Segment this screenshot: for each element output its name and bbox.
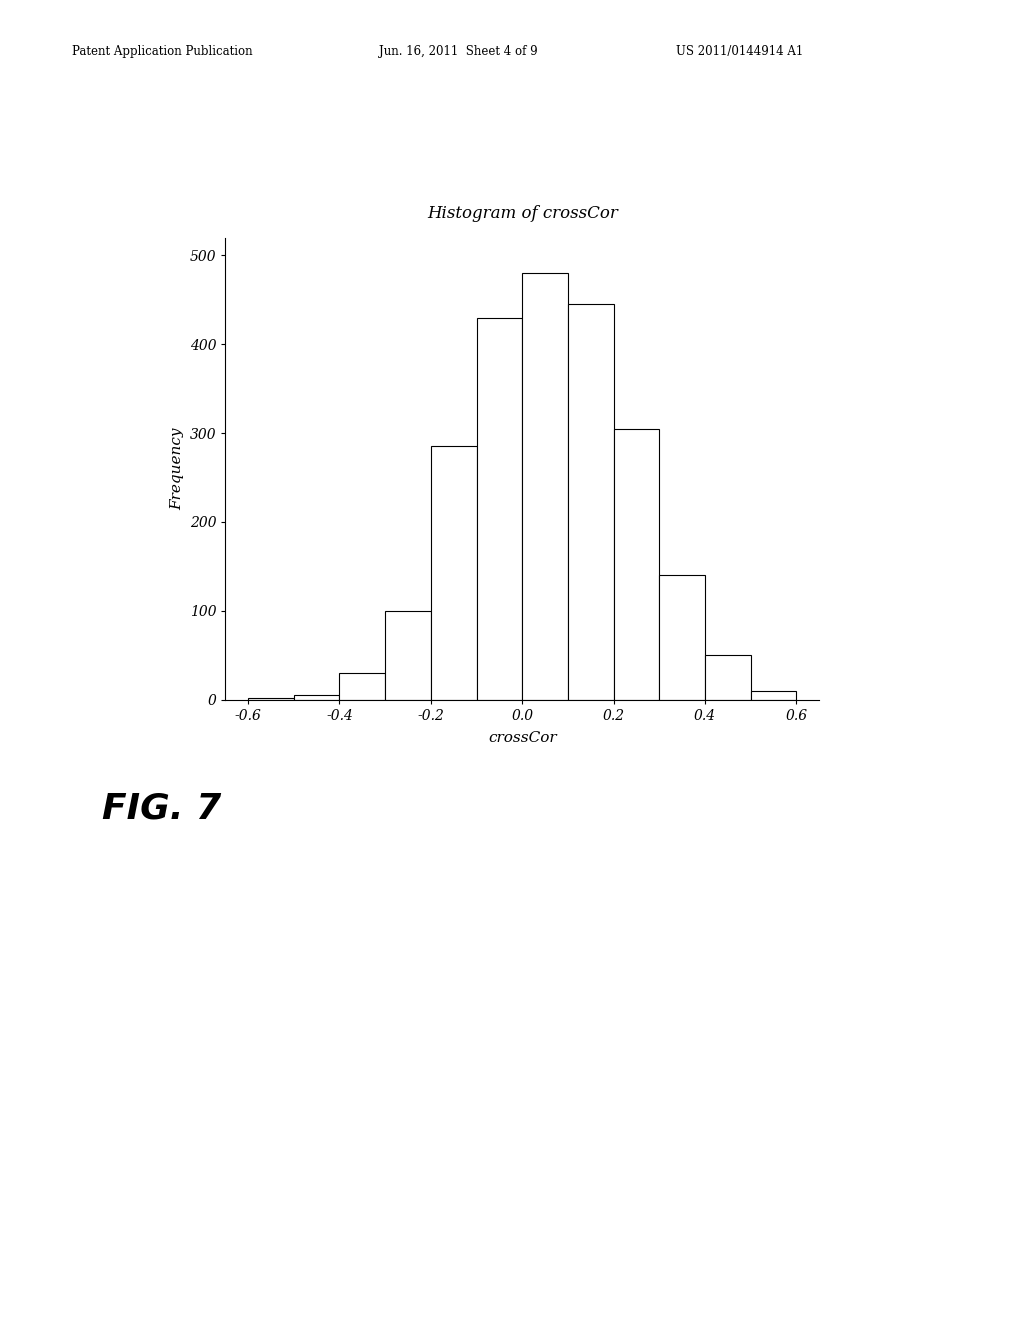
Y-axis label: Frequency: Frequency [170,428,184,510]
X-axis label: crossCor: crossCor [487,731,557,744]
Bar [385,611,431,700]
Bar [522,273,568,700]
Bar [340,673,385,700]
Bar [613,429,659,700]
Text: Jun. 16, 2011  Sheet 4 of 9: Jun. 16, 2011 Sheet 4 of 9 [379,45,538,58]
Title: Histogram of crossCor: Histogram of crossCor [427,205,617,222]
Bar [659,576,705,700]
Text: FIG. 7: FIG. 7 [102,792,221,825]
Bar [476,318,522,700]
Bar [705,655,751,700]
Text: Patent Application Publication: Patent Application Publication [72,45,252,58]
Bar [568,304,613,700]
Text: US 2011/0144914 A1: US 2011/0144914 A1 [676,45,803,58]
Bar [294,696,340,700]
Bar [248,698,294,700]
Bar [431,446,476,700]
Bar [751,690,797,700]
